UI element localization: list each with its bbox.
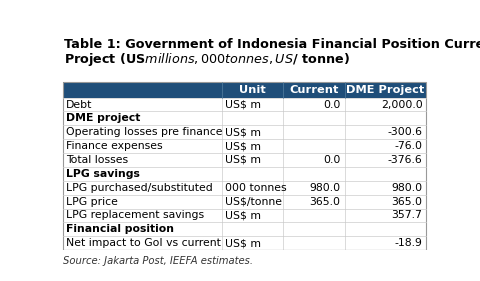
Text: LPG price: LPG price: [66, 197, 118, 207]
Bar: [63, 82, 426, 98]
Bar: [63, 236, 426, 250]
Text: Source: Jakarta Post, IEEFA estimates.: Source: Jakarta Post, IEEFA estimates.: [63, 256, 253, 266]
Text: 365.0: 365.0: [392, 197, 422, 207]
Text: US$ m: US$ m: [225, 141, 261, 151]
Bar: [63, 167, 426, 181]
Bar: [63, 222, 426, 236]
Text: DME Project: DME Project: [347, 85, 425, 95]
Text: -376.6: -376.6: [388, 155, 422, 165]
Text: US$ m: US$ m: [225, 238, 261, 248]
Text: 365.0: 365.0: [310, 197, 341, 207]
Bar: [63, 209, 426, 222]
Text: 2,000.0: 2,000.0: [381, 99, 422, 110]
Text: Unit: Unit: [239, 85, 266, 95]
Bar: [63, 195, 426, 209]
Bar: [63, 98, 426, 112]
Bar: [63, 125, 426, 139]
Bar: [63, 139, 426, 153]
Text: DME project: DME project: [66, 114, 141, 123]
Text: Financial position: Financial position: [66, 224, 174, 234]
Bar: [63, 181, 426, 195]
Text: Net impact to GoI vs current: Net impact to GoI vs current: [66, 238, 221, 248]
Text: 980.0: 980.0: [310, 183, 341, 193]
Text: Finance expenses: Finance expenses: [66, 141, 163, 151]
Bar: [63, 82, 426, 250]
Text: Current: Current: [289, 85, 338, 95]
Text: US$ m: US$ m: [225, 210, 261, 220]
Bar: [63, 153, 426, 167]
Text: -76.0: -76.0: [395, 141, 422, 151]
Text: US$ m: US$ m: [225, 127, 261, 137]
Text: Project (US$ millions, 000 tonnes, US$/ tonne): Project (US$ millions, 000 tonnes, US$/ …: [64, 51, 349, 68]
Text: 0.0: 0.0: [324, 155, 341, 165]
Text: US$ m: US$ m: [225, 155, 261, 165]
Text: -18.9: -18.9: [395, 238, 422, 248]
Text: Operating losses pre finance: Operating losses pre finance: [66, 127, 223, 137]
Text: 000 tonnes: 000 tonnes: [225, 183, 287, 193]
Bar: [63, 112, 426, 125]
Text: Total losses: Total losses: [66, 155, 128, 165]
Text: 357.7: 357.7: [392, 210, 422, 220]
Text: US$ m: US$ m: [225, 99, 261, 110]
Text: LPG replacement savings: LPG replacement savings: [66, 210, 204, 220]
Text: Table 1: Government of Indonesia Financial Position Current vs DME: Table 1: Government of Indonesia Financi…: [64, 38, 480, 51]
Text: US$/tonne: US$/tonne: [225, 197, 282, 207]
Text: 980.0: 980.0: [391, 183, 422, 193]
Text: 0.0: 0.0: [324, 99, 341, 110]
Text: LPG purchased/substituted: LPG purchased/substituted: [66, 183, 213, 193]
Text: LPG savings: LPG savings: [66, 169, 140, 179]
Text: Debt: Debt: [66, 99, 93, 110]
Text: -300.6: -300.6: [387, 127, 422, 137]
